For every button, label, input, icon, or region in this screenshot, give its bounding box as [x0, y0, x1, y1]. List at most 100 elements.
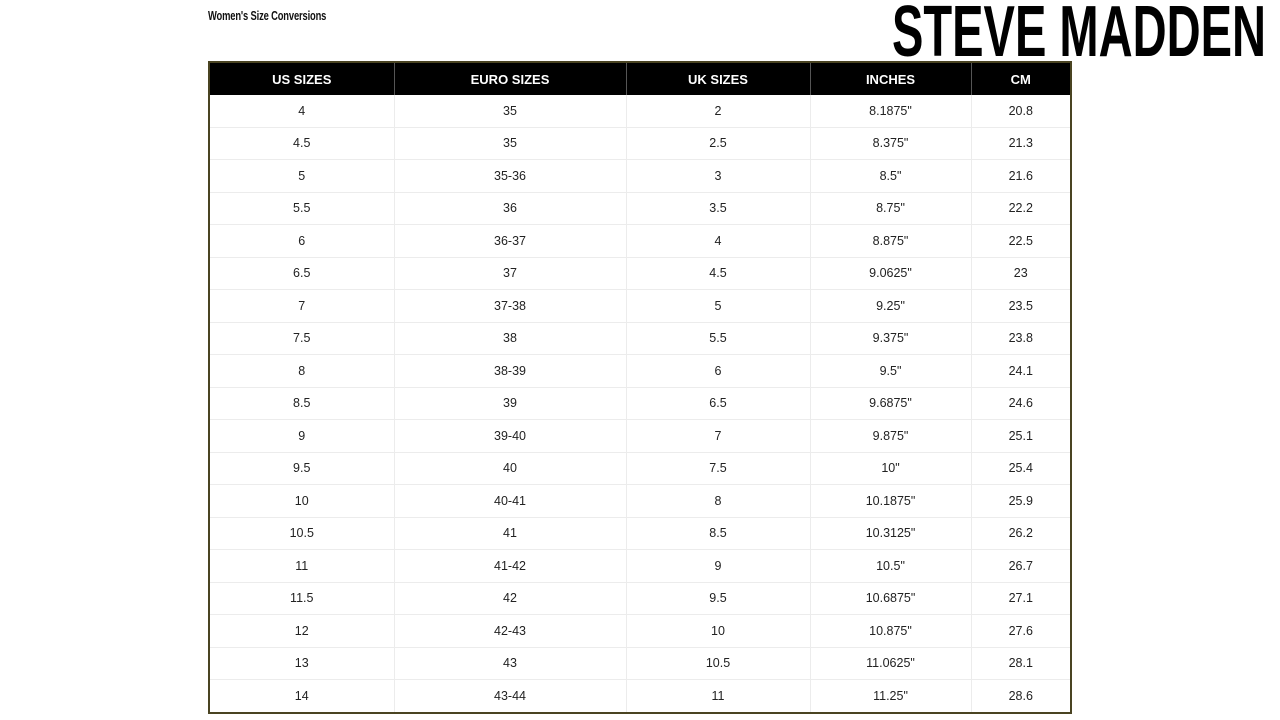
- cell-us-size: 11.5: [209, 582, 395, 615]
- table-row: 10.5 41 8.5 10.3125" 26.2: [209, 517, 1071, 550]
- column-header-euro-size: EURO SIZES: [394, 62, 627, 95]
- cell-inches: 9.25": [810, 289, 972, 323]
- cell-inches: 10.1875": [810, 484, 972, 518]
- table-row: 8.5 39 6.5 9.6875" 24.6: [209, 387, 1071, 420]
- cell-euro-size: 35: [394, 127, 627, 160]
- cell-inches: 8.75": [810, 192, 972, 225]
- cell-inches: 11.0625": [810, 647, 972, 680]
- cell-uk-size: 4.5: [626, 257, 811, 290]
- page-title: Women's Size Conversions: [208, 8, 327, 23]
- table-row: 5.5 36 3.5 8.75" 22.2: [209, 192, 1071, 225]
- table-row: 11 41-42 9 10.5" 26.7: [209, 549, 1071, 583]
- cell-inches: 10.3125": [810, 517, 972, 550]
- cell-inches: 8.1875": [810, 95, 972, 128]
- cell-us-size: 6: [209, 224, 395, 258]
- cell-us-size: 6.5: [209, 257, 395, 290]
- cell-us-size: 7.5: [209, 322, 395, 355]
- cell-euro-size: 35-36: [394, 159, 627, 193]
- svg-text:STEVE MADDEN: STEVE MADDEN: [892, 0, 1266, 60]
- table-row: 7.5 38 5.5 9.375" 23.8: [209, 322, 1071, 355]
- cell-us-size: 9.5: [209, 452, 395, 485]
- cell-euro-size: 42-43: [394, 614, 627, 648]
- table-row: 9.5 40 7.5 10" 25.4: [209, 452, 1071, 485]
- cell-uk-size: 9: [626, 549, 811, 583]
- table-row: 9 39-40 7 9.875" 25.1: [209, 419, 1071, 453]
- cell-cm: 26.2: [971, 517, 1071, 550]
- cell-euro-size: 37-38: [394, 289, 627, 323]
- cell-uk-size: 6.5: [626, 387, 811, 420]
- cell-cm: 21.6: [971, 159, 1071, 193]
- cell-inches: 10": [810, 452, 972, 485]
- cell-inches: 9.6875": [810, 387, 972, 420]
- table-row: 6.5 37 4.5 9.0625" 23: [209, 257, 1071, 290]
- cell-cm: 22.5: [971, 224, 1071, 258]
- cell-uk-size: 10.5: [626, 647, 811, 680]
- cell-euro-size: 42: [394, 582, 627, 615]
- cell-uk-size: 6: [626, 354, 811, 388]
- cell-euro-size: 41: [394, 517, 627, 550]
- cell-euro-size: 39: [394, 387, 627, 420]
- table-row: 13 43 10.5 11.0625" 28.1: [209, 647, 1071, 680]
- cell-us-size: 9: [209, 419, 395, 453]
- table-row: 11.5 42 9.5 10.6875" 27.1: [209, 582, 1071, 615]
- cell-euro-size: 36: [394, 192, 627, 225]
- cell-cm: 24.6: [971, 387, 1071, 420]
- cell-us-size: 13: [209, 647, 395, 680]
- cell-euro-size: 36-37: [394, 224, 627, 258]
- cell-us-size: 8.5: [209, 387, 395, 420]
- cell-cm: 20.8: [971, 95, 1071, 128]
- cell-uk-size: 3: [626, 159, 811, 193]
- table-row: 14 43-44 11 11.25" 28.6: [209, 679, 1071, 713]
- cell-cm: 21.3: [971, 127, 1071, 160]
- column-header-inches: INCHES: [810, 62, 972, 95]
- cell-euro-size: 41-42: [394, 549, 627, 583]
- cell-inches: 9.375": [810, 322, 972, 355]
- size-conversion-table: US SIZES EURO SIZES UK SIZES INCHES CM 4 35 2 8…: [208, 61, 1072, 714]
- cell-euro-size: 43: [394, 647, 627, 680]
- cell-uk-size: 7.5: [626, 452, 811, 485]
- cell-us-size: 12: [209, 614, 395, 648]
- cell-euro-size: 40: [394, 452, 627, 485]
- cell-cm: 25.9: [971, 484, 1071, 518]
- brand-logo: STEVE MADDEN: [892, 0, 1266, 60]
- table-row: 6 36-37 4 8.875" 22.5: [209, 224, 1071, 258]
- cell-inches: 8.375": [810, 127, 972, 160]
- cell-euro-size: 38-39: [394, 354, 627, 388]
- cell-inches: 10.5": [810, 549, 972, 583]
- cell-cm: 27.1: [971, 582, 1071, 615]
- cell-uk-size: 3.5: [626, 192, 811, 225]
- cell-cm: 23.5: [971, 289, 1071, 323]
- cell-uk-size: 2.5: [626, 127, 811, 160]
- table-row: 5 35-36 3 8.5" 21.6: [209, 159, 1071, 193]
- cell-inches: 10.6875": [810, 582, 972, 615]
- cell-euro-size: 37: [394, 257, 627, 290]
- table-row: 10 40-41 8 10.1875" 25.9: [209, 484, 1071, 518]
- cell-us-size: 10: [209, 484, 395, 518]
- cell-uk-size: 9.5: [626, 582, 811, 615]
- cell-cm: 25.4: [971, 452, 1071, 485]
- cell-euro-size: 35: [394, 95, 627, 128]
- cell-us-size: 14: [209, 679, 395, 713]
- cell-us-size: 5.5: [209, 192, 395, 225]
- cell-euro-size: 43-44: [394, 679, 627, 713]
- cell-euro-size: 38: [394, 322, 627, 355]
- table-row: 4 35 2 8.1875" 20.8: [209, 95, 1071, 128]
- column-header-uk-size: UK SIZES: [626, 62, 811, 95]
- cell-cm: 27.6: [971, 614, 1071, 648]
- cell-us-size: 4: [209, 95, 395, 128]
- column-header-us-size: US SIZES: [209, 62, 395, 95]
- cell-uk-size: 5.5: [626, 322, 811, 355]
- cell-uk-size: 7: [626, 419, 811, 453]
- cell-inches: 10.875": [810, 614, 972, 648]
- cell-cm: 28.6: [971, 679, 1071, 713]
- cell-uk-size: 4: [626, 224, 811, 258]
- cell-uk-size: 8: [626, 484, 811, 518]
- cell-us-size: 7: [209, 289, 395, 323]
- cell-uk-size: 10: [626, 614, 811, 648]
- cell-uk-size: 5: [626, 289, 811, 323]
- cell-cm: 22.2: [971, 192, 1071, 225]
- cell-uk-size: 2: [626, 95, 811, 128]
- cell-cm: 23: [971, 257, 1071, 290]
- cell-us-size: 5: [209, 159, 395, 193]
- cell-euro-size: 40-41: [394, 484, 627, 518]
